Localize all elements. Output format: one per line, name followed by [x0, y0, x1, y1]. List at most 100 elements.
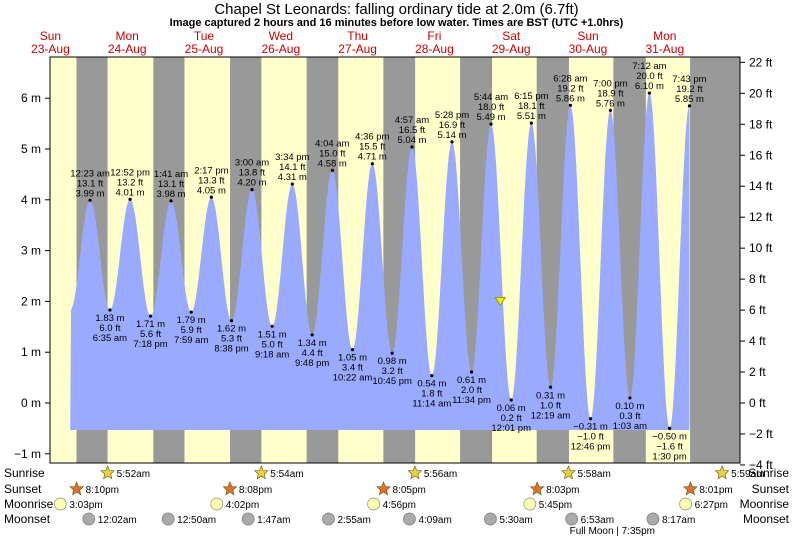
tide-point [310, 333, 314, 337]
tide-label: 5.14 m [437, 130, 466, 141]
tide-label: 3.4 ft [342, 363, 363, 374]
tide-label: 14.1 ft [279, 162, 306, 173]
tide-label: 19.2 ft [557, 83, 584, 94]
y-tick-label-m: 5 m [21, 142, 41, 156]
tide-label: 18.9 ft [597, 88, 624, 99]
day-date: 25-Aug [185, 42, 224, 56]
tide-label: 5.86 m [556, 93, 585, 104]
tide-label: 1.0 ft [540, 400, 561, 411]
tide-label: 7:59 am [174, 335, 208, 346]
sun-moon-rows: Sunrise Sunrise 5:52am 5:54am 5:56am 5:58am 5:… [4, 465, 790, 537]
tide-point [450, 140, 454, 144]
moonset-label-left: Moonset [4, 512, 51, 526]
tide-label: 4.58 m [318, 158, 347, 169]
day-headers: Sun23-AugMon24-AugTue25-AugWed26-AugThu2… [31, 29, 684, 56]
moonrise-icon [210, 497, 224, 511]
tide-label: 4:57 am [395, 115, 429, 126]
moonrise-label-left: Moonrise [4, 497, 54, 511]
sunset-icon [529, 481, 545, 496]
tide-label: 7:18 pm [133, 339, 167, 350]
sunrise-label-left: Sunrise [4, 466, 45, 480]
sunset-time: 8:03pm [546, 485, 579, 496]
tide-label: 10:45 pm [372, 376, 412, 387]
tide-label: 0.2 ft [501, 413, 522, 424]
tide-label: 4.01 m [116, 187, 145, 198]
tide-label: 4:36 pm [355, 132, 389, 143]
tide-point [509, 398, 513, 402]
moonset-time: 1:47am [257, 515, 290, 526]
tide-label: 16.9 ft [439, 120, 466, 131]
tide-label: 18.0 ft [478, 102, 505, 113]
tide-label: 4.4 ft [302, 348, 323, 359]
moonset-time: 6:53am [581, 515, 614, 526]
y-tick-label-m: 0 m [21, 396, 41, 410]
tide-point [628, 396, 632, 400]
tide-label: 1.83 m [95, 313, 124, 324]
tide-label: 4.31 m [278, 172, 307, 183]
moonset-time: 12:50am [177, 515, 216, 526]
day-date: 30-Aug [569, 42, 608, 56]
y-tick-label-ft: 16 ft [749, 148, 773, 162]
sunrise-icon [100, 465, 116, 480]
day-of-week: Wed [269, 29, 293, 43]
tide-point [88, 198, 92, 202]
moonset-time: 5:30am [499, 515, 532, 526]
tide-point [148, 314, 153, 318]
tide-label: 1:41 am [154, 169, 188, 180]
tide-point [229, 319, 234, 323]
tide-label: 20.0 ft [636, 71, 663, 82]
tide-label: 5.3 ft [221, 334, 242, 345]
tide-label: 15.5 ft [359, 142, 386, 153]
current-level-marker [494, 296, 507, 307]
tide-label: 4:04 am [315, 138, 349, 149]
tide-label: 16.5 ft [399, 125, 426, 136]
sunset-icon [69, 481, 85, 496]
sunrise-icon [253, 465, 269, 480]
tide-point [290, 182, 294, 186]
chart-title: Chapel St Leonards: falling ordinary tid… [214, 1, 578, 18]
y-tick-label-ft: 0 ft [749, 396, 766, 410]
tide-label: 7:00 pm [593, 78, 627, 89]
tide-label: 19.2 ft [676, 84, 703, 95]
tide-label: 1.62 m [217, 324, 246, 335]
moonrise-time: 5:45pm [539, 500, 572, 511]
water-area [70, 93, 690, 430]
moonset-icon [403, 512, 416, 526]
tide-label: 0.3 ft [619, 411, 640, 422]
tide-point [128, 197, 132, 201]
tide-label: 6:35 am [93, 333, 127, 344]
sunrise-time: 5:59am [731, 469, 764, 480]
sunrise-time: 5:58am [577, 469, 610, 480]
moonset-icon [646, 512, 660, 526]
tide-point [189, 310, 193, 314]
tide-label: 0.31 m [536, 390, 565, 401]
sunset-time: 8:10pm [86, 485, 119, 496]
tide-point [588, 417, 593, 421]
sunset-time: 8:05pm [393, 485, 426, 496]
tide-label: 5:28 pm [435, 110, 469, 121]
tide-label: 9:48 pm [295, 358, 329, 369]
sunrise-icon [407, 465, 423, 480]
water-fill [70, 93, 690, 430]
y-tick-label-ft: 12 ft [749, 210, 773, 224]
y-tick-label-ft: 6 ft [749, 303, 766, 317]
tide-label: 5:44 am [474, 92, 508, 103]
y-tick-label-m: 6 m [21, 91, 41, 105]
tide-label: 13.8 ft [239, 168, 266, 179]
day-date: 29-Aug [492, 42, 531, 56]
tide-point [108, 308, 112, 312]
y-tick-label-ft: 14 ft [749, 179, 773, 193]
sunset-label-right: Sunset [752, 482, 790, 496]
sunset-icon [682, 481, 698, 496]
tide-label: 3.2 ft [382, 366, 403, 377]
tide-label: 6:15 pm [514, 91, 548, 102]
tide-label: 12:19 am [531, 410, 571, 421]
tide-point [489, 122, 493, 126]
day-of-week: Mon [116, 29, 139, 43]
day-of-week: Mon [653, 29, 676, 43]
tide-label: 3.99 m [76, 188, 105, 199]
y-tick-label-ft: 20 ft [749, 86, 773, 100]
tide-label: 3.98 m [157, 189, 186, 200]
axes: −1 m 0 m 1 m 2 m 3 m 4 m 5 m 6 m −4 ft −2 ft 0 ft 2… [14, 55, 773, 472]
